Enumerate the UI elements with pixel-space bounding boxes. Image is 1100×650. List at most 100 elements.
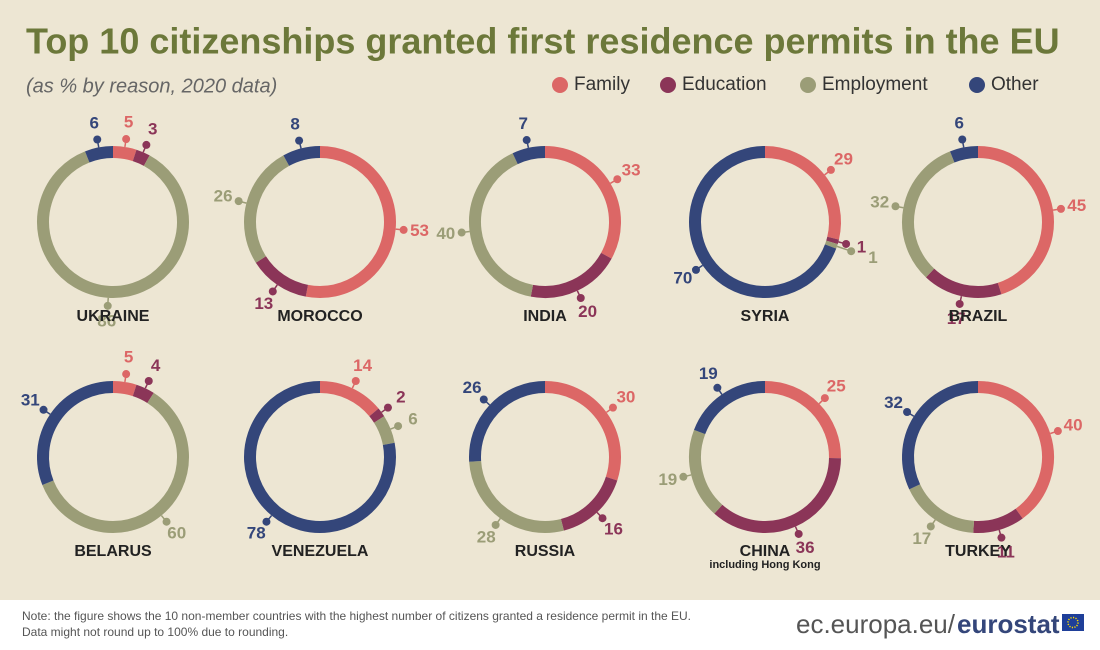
value-label: 13 <box>254 294 273 313</box>
footer-note: Note: the figure shows the 10 non-member… <box>22 609 691 623</box>
leader-dot <box>926 522 935 531</box>
legend-swatch <box>552 77 568 93</box>
donut-segment <box>512 146 546 165</box>
leader-dot <box>262 517 271 526</box>
value-label: 30 <box>616 388 635 407</box>
value-label: 20 <box>578 302 597 321</box>
leader-dot <box>598 514 607 523</box>
leader-dot <box>576 294 585 303</box>
donut-segment <box>902 151 955 278</box>
value-label: 33 <box>622 161 641 180</box>
value-label: 19 <box>699 364 718 383</box>
country-sublabel: including Hong Kong <box>709 559 820 571</box>
donut-segment <box>369 408 385 423</box>
leader-dot <box>1053 427 1062 436</box>
leader-dot <box>847 247 856 256</box>
value-label: 1 <box>868 248 877 267</box>
donut-segment <box>255 256 309 297</box>
legend-label: Family <box>574 74 630 95</box>
title: Top 10 citizenships granted first reside… <box>26 21 1060 62</box>
country-label: MOROCCO <box>277 308 362 325</box>
value-label: 25 <box>827 376 846 395</box>
donut-segment <box>689 146 837 298</box>
country-label: UKRAINE <box>77 308 150 325</box>
country-label: BRAZIL <box>949 308 1008 325</box>
country-label: INDIA <box>523 308 567 325</box>
donut-segment <box>824 240 838 249</box>
value-label: 26 <box>214 187 233 206</box>
leader-dot <box>826 165 835 174</box>
leader-dot <box>394 422 403 431</box>
leader-dot <box>903 407 912 416</box>
value-label: 53 <box>410 221 429 240</box>
source: ec.europa.eu/ <box>796 609 956 639</box>
leader-dot <box>399 225 408 234</box>
leader-dot <box>608 403 617 412</box>
donut-segment <box>85 146 114 163</box>
legend-swatch <box>800 77 816 93</box>
value-label: 86 <box>97 311 116 330</box>
leader-dot <box>794 529 803 538</box>
value-label: 16 <box>604 519 623 538</box>
donut-segment <box>925 268 1002 298</box>
donut-segment <box>560 476 618 531</box>
donut-segment <box>37 381 114 485</box>
leader-dot <box>351 376 360 385</box>
value-label: 8 <box>290 115 299 134</box>
value-label: 3 <box>148 120 157 139</box>
leader-dot <box>457 228 466 237</box>
value-label: 28 <box>477 527 496 546</box>
leader-dot <box>234 197 243 206</box>
value-label: 17 <box>912 529 931 548</box>
country-label: SYRIA <box>741 308 790 325</box>
leader-dot <box>891 202 900 211</box>
leader-dot <box>144 376 153 385</box>
leader-dot <box>268 287 277 296</box>
value-label: 32 <box>884 393 903 412</box>
donut-segment <box>973 508 1023 533</box>
value-label: 45 <box>1067 196 1086 215</box>
donut-segment <box>244 381 396 533</box>
legend-label: Employment <box>822 74 928 95</box>
leader-dot <box>295 136 304 145</box>
legend-label: Education <box>682 74 767 95</box>
leader-dot <box>613 175 622 184</box>
leader-dot <box>383 403 392 412</box>
value-label: 26 <box>463 378 482 397</box>
leader-dot <box>842 239 851 248</box>
leader-dot <box>122 370 131 379</box>
donut-segment <box>112 146 137 162</box>
value-label: 6 <box>408 410 417 429</box>
donut-segment <box>132 149 150 166</box>
donut-segment <box>112 381 137 397</box>
country-label: BELARUS <box>74 543 152 560</box>
donut-segment <box>530 252 612 298</box>
leader-dot <box>122 135 131 144</box>
value-label: 70 <box>673 268 692 287</box>
value-label: 36 <box>796 538 815 557</box>
value-label: 40 <box>436 224 455 243</box>
donut-segment <box>469 460 564 533</box>
country-label: CHINA <box>740 543 791 560</box>
eu-flag <box>1062 614 1084 631</box>
donut-segment <box>826 236 839 245</box>
value-label: 4 <box>151 356 161 375</box>
donut-segment <box>283 146 321 167</box>
country-label: VENEZUELA <box>272 543 369 560</box>
subtitle: (as % by reason, 2020 data) <box>26 75 277 97</box>
leader-dot <box>103 301 112 310</box>
value-label: 29 <box>834 149 853 168</box>
leader-dot <box>93 135 102 144</box>
leader-dot <box>142 140 151 149</box>
leader-dot <box>1056 204 1065 213</box>
value-label: 5 <box>124 113 133 132</box>
value-label: 1 <box>857 238 866 257</box>
legend-swatch <box>660 77 676 93</box>
donut-segment <box>909 484 975 533</box>
donut-segment <box>764 381 841 459</box>
value-label: 17 <box>947 309 966 328</box>
value-label: 11 <box>997 543 1015 562</box>
value-label: 40 <box>1064 416 1083 435</box>
donut-segment <box>714 457 841 533</box>
leader-dot <box>955 299 964 308</box>
